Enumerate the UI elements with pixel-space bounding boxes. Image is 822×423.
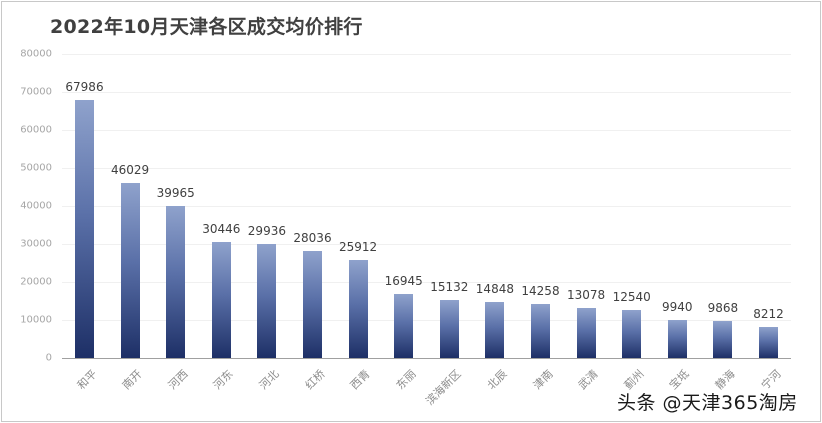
y-tick-label: 30000 — [20, 238, 52, 250]
value-label: 28036 — [293, 231, 332, 246]
value-label: 46029 — [111, 163, 150, 178]
value-label: 15132 — [430, 280, 469, 295]
gridline — [62, 282, 791, 283]
bar-和平 — [75, 99, 94, 358]
watermark: 头条 @天津365淘房 — [617, 392, 798, 414]
bar-北辰 — [485, 301, 505, 358]
value-label: 13078 — [567, 288, 606, 303]
y-tick-label: 20000 — [20, 276, 52, 288]
gridline — [62, 54, 791, 55]
y-tick-label: 80000 — [20, 48, 52, 60]
value-label: 12540 — [612, 290, 651, 305]
gridline — [62, 244, 791, 245]
value-label: 9868 — [707, 300, 739, 315]
bar-东丽 — [394, 293, 414, 358]
value-label: 67986 — [65, 79, 104, 94]
bar-宝坻 — [667, 320, 687, 358]
bar-静海 — [713, 320, 733, 358]
x-tick-label: 红桥 — [302, 367, 328, 393]
x-tick-label: 河西 — [165, 367, 191, 393]
value-label: 8212 — [753, 306, 784, 321]
x-axis-line — [62, 358, 791, 359]
bar-河西 — [166, 206, 186, 358]
y-tick-label: 70000 — [20, 86, 52, 98]
y-tick-label: 40000 — [20, 200, 52, 212]
value-label: 29936 — [247, 224, 286, 239]
bar-蓟州 — [622, 310, 642, 358]
bar-滨海新区 — [439, 300, 459, 358]
y-tick-label: 0 — [45, 352, 52, 364]
gridline — [62, 130, 791, 131]
bar-宁河 — [759, 326, 778, 358]
y-tick-label: 60000 — [20, 124, 52, 136]
x-tick-label: 河北 — [256, 367, 282, 393]
x-tick-label: 西青 — [347, 367, 373, 393]
gridline — [62, 320, 791, 321]
gridline — [62, 206, 791, 207]
x-tick-label: 河东 — [211, 367, 236, 393]
y-tick-label: 50000 — [20, 162, 52, 174]
value-label: 9940 — [662, 300, 693, 315]
x-tick-label: 和平 — [74, 367, 100, 393]
x-tick-label: 东丽 — [393, 367, 419, 393]
gridline — [62, 168, 791, 169]
y-tick-label: 10000 — [20, 314, 52, 326]
bar-河北 — [257, 244, 277, 358]
value-label: 30446 — [202, 222, 241, 237]
bar-河东 — [211, 242, 231, 358]
value-label: 16945 — [384, 273, 423, 288]
x-tick-label: 北辰 — [484, 367, 510, 393]
gridline — [62, 92, 791, 93]
bar-南开 — [120, 183, 140, 358]
x-tick-label: 南开 — [119, 367, 145, 393]
value-label: 39965 — [156, 186, 195, 201]
bar-红桥 — [303, 251, 322, 358]
chart-title: 2022年10月天津各区成交均价排行 — [50, 16, 363, 38]
bar-津南 — [531, 303, 550, 358]
x-tick-label: 武清 — [575, 367, 601, 393]
bar-西青 — [348, 259, 368, 358]
bar-武清 — [576, 308, 596, 358]
value-label: 25912 — [339, 239, 378, 254]
x-tick-label: 津南 — [530, 367, 556, 393]
x-tick-label: 滨海新区 — [423, 367, 464, 408]
value-label: 14848 — [475, 281, 514, 296]
value-label: 14258 — [521, 283, 560, 298]
